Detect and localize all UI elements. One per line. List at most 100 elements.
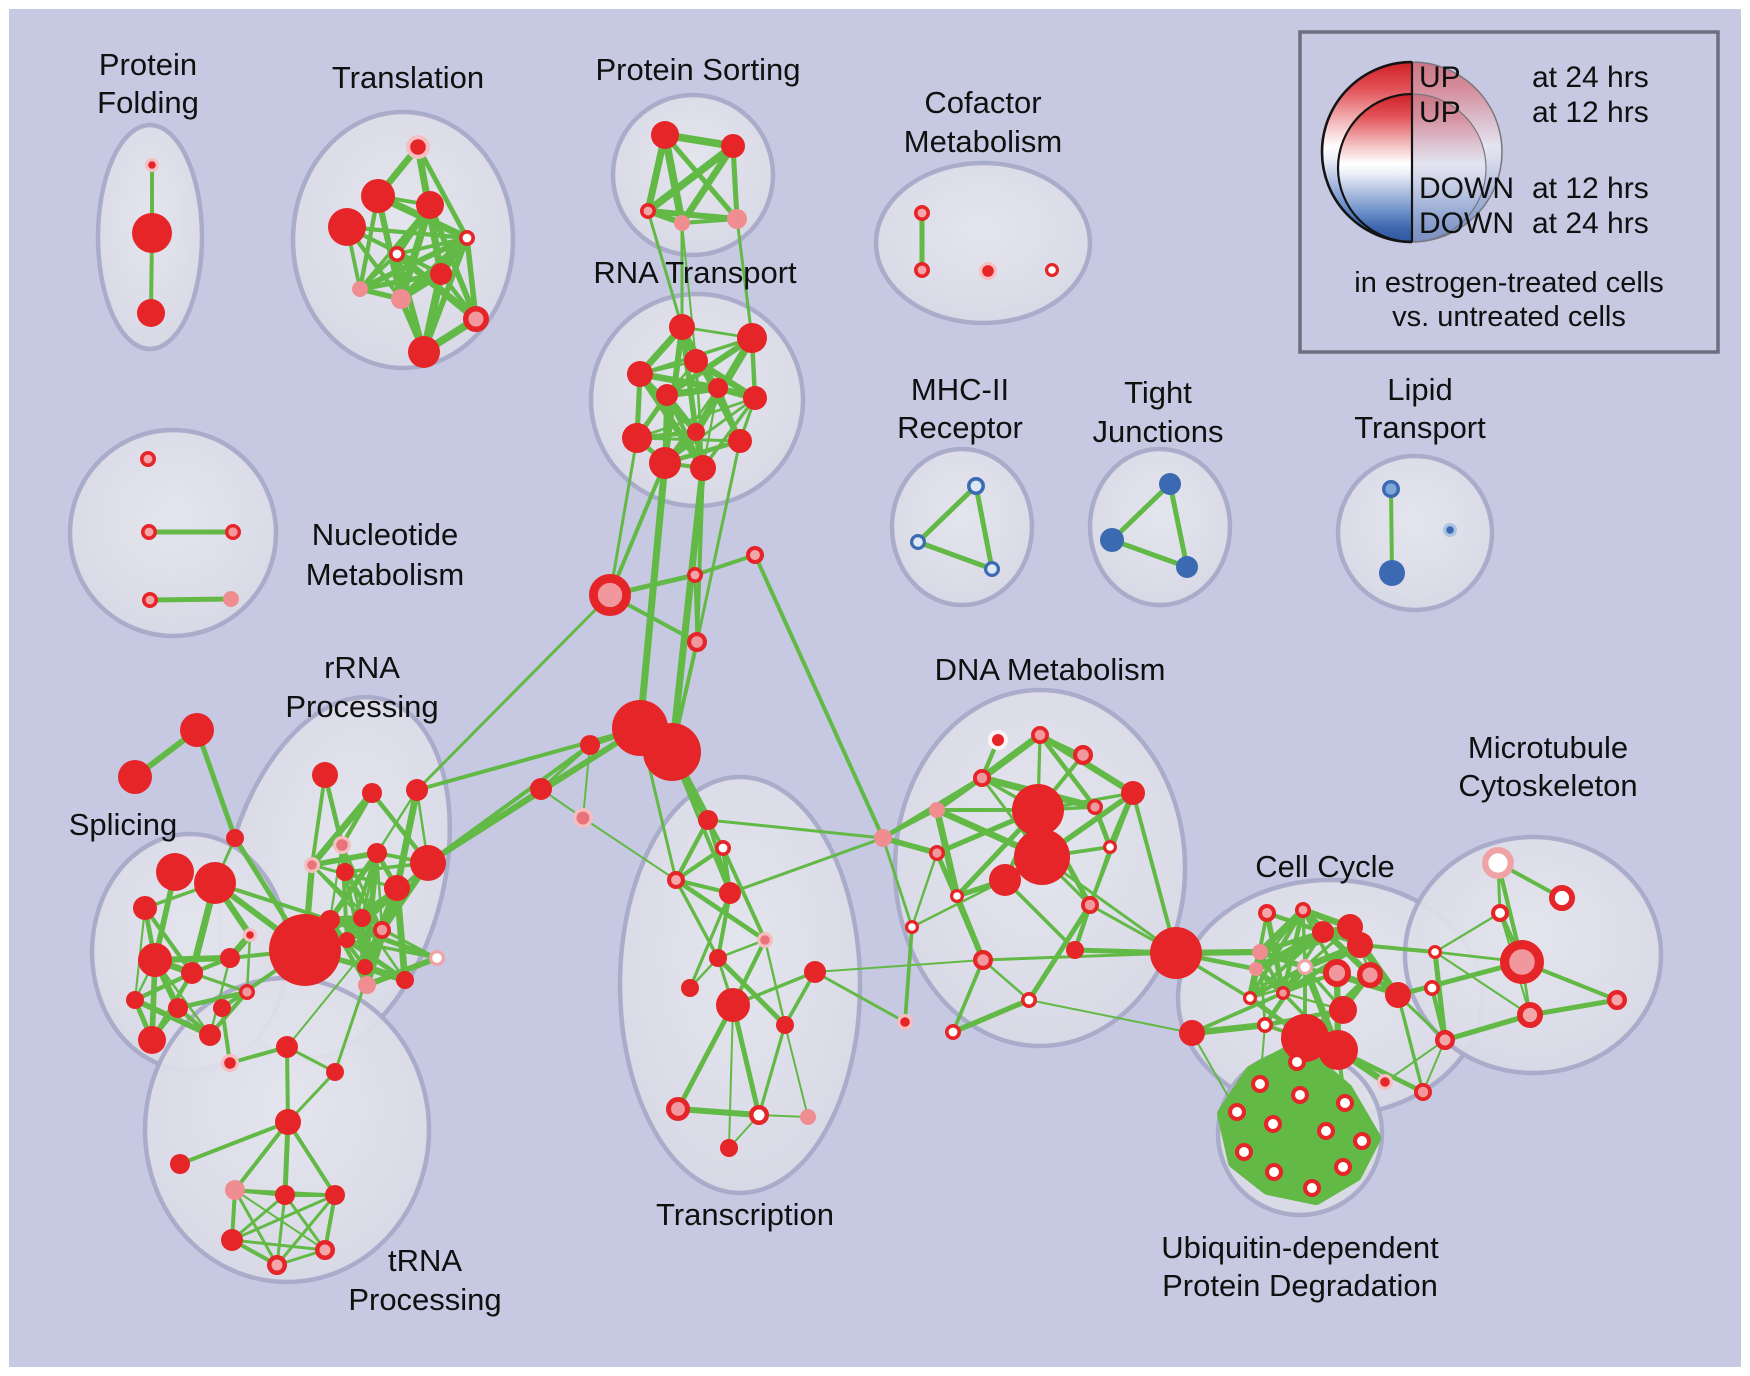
dn-node-1[interactable]: [1031, 726, 1050, 745]
rr-node-14[interactable]: [357, 959, 373, 975]
cc-node-9[interactable]: [1329, 996, 1357, 1024]
dn-node-0[interactable]: [988, 730, 1008, 750]
dn-node-20[interactable]: [1081, 896, 1100, 915]
rr-node-16[interactable]: [358, 976, 376, 994]
rr-node-2[interactable]: [406, 779, 428, 801]
lp-node-1[interactable]: [1379, 560, 1405, 586]
tr-node-0[interactable]: [406, 135, 431, 160]
tr-node-8[interactable]: [391, 289, 411, 309]
tn-node-7[interactable]: [275, 1185, 295, 1205]
tc-node-7[interactable]: [716, 988, 750, 1022]
mt-node-2[interactable]: [1491, 904, 1510, 923]
tr-node-7[interactable]: [352, 281, 368, 297]
tc-node-9[interactable]: [776, 1016, 794, 1034]
tn-node-6[interactable]: [225, 1180, 245, 1200]
md-node-5[interactable]: [643, 723, 701, 781]
rr-node-0[interactable]: [312, 762, 338, 788]
rn-node-7[interactable]: [622, 423, 652, 453]
tn-node-11[interactable]: [267, 1255, 287, 1275]
rr-node-10[interactable]: [353, 909, 371, 927]
dn-node-13[interactable]: [949, 888, 964, 903]
rr-node-12[interactable]: [339, 932, 355, 948]
ub-node-2[interactable]: [1291, 1086, 1310, 1105]
md-node-1[interactable]: [686, 566, 703, 583]
tn-node-2[interactable]: [276, 1036, 298, 1058]
sp-node-2[interactable]: [226, 829, 244, 847]
rn-node-6[interactable]: [743, 386, 767, 410]
mt-node-4[interactable]: [1424, 979, 1441, 996]
tc-node-6[interactable]: [681, 979, 699, 997]
ub-node-8[interactable]: [1235, 1143, 1254, 1162]
tn-node-3[interactable]: [326, 1063, 344, 1081]
ub-node-6[interactable]: [1317, 1122, 1336, 1141]
cc-node-13[interactable]: [1242, 990, 1257, 1005]
tc-node-13[interactable]: [720, 1139, 738, 1157]
mt-node-8[interactable]: [1435, 1030, 1455, 1050]
tc-node-12[interactable]: [800, 1109, 816, 1125]
dn-node-7[interactable]: [1012, 784, 1064, 836]
rr-node-6[interactable]: [336, 863, 354, 881]
sp-node-9[interactable]: [126, 991, 144, 1009]
mh-node-0[interactable]: [966, 476, 985, 495]
ub-node-0[interactable]: [1288, 1053, 1307, 1072]
tc-node-2[interactable]: [667, 871, 686, 890]
md-node-0[interactable]: [588, 573, 631, 616]
pf-node-2[interactable]: [137, 299, 165, 327]
sp-node-10[interactable]: [168, 998, 188, 1018]
lp-node-0[interactable]: [1381, 479, 1400, 498]
dn-node-19[interactable]: [944, 1024, 961, 1041]
cc-node-11[interactable]: [1252, 944, 1268, 960]
tr-node-2[interactable]: [416, 191, 444, 219]
sp-node-0[interactable]: [180, 713, 214, 747]
sp-node-14[interactable]: [243, 927, 258, 942]
ub-node-1[interactable]: [1251, 1075, 1270, 1094]
nu-node-0[interactable]: [140, 450, 157, 467]
sp-node-12[interactable]: [199, 1024, 221, 1046]
tj-node-0[interactable]: [1159, 473, 1181, 495]
tr-node-4[interactable]: [458, 230, 475, 247]
dn-node-4[interactable]: [929, 802, 945, 818]
dn-node-17[interactable]: [1020, 991, 1037, 1008]
tr-node-3[interactable]: [328, 208, 366, 246]
cc-node-6[interactable]: [1347, 932, 1373, 958]
tc-node-1[interactable]: [714, 839, 731, 856]
mt-node-7[interactable]: [1607, 990, 1627, 1010]
cc-node-7[interactable]: [1356, 961, 1383, 988]
md-node-7[interactable]: [530, 778, 552, 800]
mh-node-2[interactable]: [983, 560, 1000, 577]
ps-node-4[interactable]: [727, 209, 747, 229]
sp-node-7[interactable]: [181, 962, 203, 984]
nu-node-2[interactable]: [224, 523, 241, 540]
sp-node-13[interactable]: [238, 983, 255, 1000]
tn-node-10[interactable]: [315, 1240, 335, 1260]
tr-node-5[interactable]: [388, 246, 405, 263]
ps-node-2[interactable]: [639, 203, 656, 220]
rr-node-13[interactable]: [269, 914, 341, 986]
mt-node-3[interactable]: [1427, 944, 1442, 959]
rn-node-8[interactable]: [687, 423, 705, 441]
lp-node-2[interactable]: [1442, 522, 1457, 537]
rr-node-15[interactable]: [429, 949, 446, 966]
sp-node-4[interactable]: [194, 862, 236, 904]
cf-node-3[interactable]: [1044, 263, 1059, 278]
rn-node-1[interactable]: [737, 323, 767, 353]
rn-node-2[interactable]: [684, 349, 708, 373]
md-node-6[interactable]: [580, 735, 600, 755]
tj-node-1[interactable]: [1100, 528, 1124, 552]
tr-node-10[interactable]: [408, 336, 440, 368]
rr-node-8[interactable]: [410, 845, 446, 881]
rr-node-1[interactable]: [362, 783, 382, 803]
tn-node-1[interactable]: [221, 1053, 240, 1072]
sp-node-5[interactable]: [133, 896, 157, 920]
nu-node-1[interactable]: [141, 523, 158, 540]
dn-node-8[interactable]: [1014, 829, 1070, 885]
rn-node-0[interactable]: [669, 314, 695, 340]
dn-node-16[interactable]: [1066, 941, 1084, 959]
pf-node-0[interactable]: [145, 158, 160, 173]
tc-node-3[interactable]: [719, 882, 741, 904]
ub-node-3[interactable]: [1336, 1094, 1355, 1113]
mt-node-0[interactable]: [1481, 847, 1514, 880]
dn-node-18[interactable]: [896, 1013, 913, 1030]
mt-node-5[interactable]: [1499, 939, 1544, 984]
cc-node-10[interactable]: [1296, 958, 1313, 975]
